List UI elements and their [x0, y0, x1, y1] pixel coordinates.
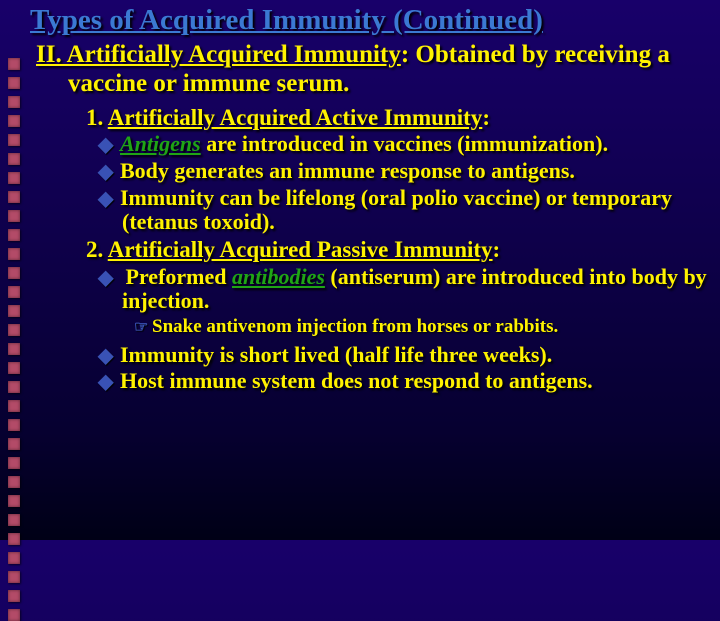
numbered-item-1: 1. Artificially Acquired Active Immunity…: [86, 105, 720, 131]
diamond-bullet-icon: ◆: [98, 345, 120, 367]
decorative-dot: [8, 571, 20, 583]
diamond-bullet-icon: ◆: [98, 267, 120, 289]
number-2-after: :: [493, 237, 501, 262]
numbered-item-2: 2. Artificially Acquired Passive Immunit…: [86, 237, 720, 263]
diamond-bullet-icon: ◆: [98, 188, 120, 210]
section-heading: II. Artificially Acquired Immunity: Obta…: [36, 41, 720, 99]
highlight-antigens: Antigens: [120, 131, 201, 156]
decorative-dot: [8, 210, 20, 222]
decorative-dot: [8, 96, 20, 108]
decorative-dot: [8, 419, 20, 431]
highlight-antibodies: antibodies: [232, 264, 325, 289]
bullet-host-no-response: ◆Host immune system does not respond to …: [98, 369, 720, 394]
sub-bullet-antivenom-text: Snake antivenom injection from horses or…: [152, 316, 558, 337]
decorative-dot: [8, 590, 20, 602]
number-2-label: 2.: [86, 237, 108, 262]
decorative-dot: [8, 381, 20, 393]
decorative-dot: [8, 286, 20, 298]
bullet-antigens-rest: are introduced in vaccines (immunization…: [201, 131, 608, 156]
decorative-dot: [8, 248, 20, 260]
decorative-dot: [8, 115, 20, 127]
decorative-dot: [8, 362, 20, 374]
bullet-body-response: ◆Body generates an immune response to an…: [98, 159, 720, 184]
bullet-lifelong: ◆Immunity can be lifelong (oral polio va…: [98, 186, 720, 235]
number-1-label: 1.: [86, 105, 108, 130]
bullet-short-lived-text: Immunity is short lived (half life three…: [120, 342, 552, 367]
decorative-dot: [8, 58, 20, 70]
slide-title: Types of Acquired Immunity (Continued): [30, 4, 720, 37]
decorative-dot: [8, 77, 20, 89]
decorative-dot: [8, 229, 20, 241]
bullet-short-lived: ◆Immunity is short lived (half life thre…: [98, 343, 720, 368]
decorative-dot: [8, 153, 20, 165]
decorative-dot: [8, 514, 20, 526]
bullet-body-response-text: Body generates an immune response to ant…: [120, 158, 575, 183]
number-2-underlined: Artificially Acquired Passive Immunity: [108, 237, 493, 262]
bullet-antibodies: ◆ Preformed antibodies (antiserum) are i…: [98, 265, 720, 314]
decorative-dot: [8, 609, 20, 621]
decorative-dot: [8, 172, 20, 184]
decorative-dot: [8, 552, 20, 564]
diamond-bullet-icon: ◆: [98, 371, 120, 393]
decorative-dot: [8, 134, 20, 146]
decorative-dot: [8, 457, 20, 469]
left-decorative-dots: [8, 58, 20, 621]
bullet-lifelong-text: Immunity can be lifelong (oral polio vac…: [120, 185, 672, 235]
slide-content: Types of Acquired Immunity (Continued) I…: [30, 4, 720, 396]
decorative-dot: [8, 343, 20, 355]
decorative-dot: [8, 324, 20, 336]
diamond-bullet-icon: ◆: [98, 134, 120, 156]
bullet-antigens: ◆Antigens are introduced in vaccines (im…: [98, 132, 720, 157]
decorative-dot: [8, 305, 20, 317]
decorative-dot: [8, 533, 20, 545]
number-1-underlined: Artificially Acquired Active Immunity: [108, 105, 483, 130]
pointer-bullet-icon: ☞: [134, 318, 152, 337]
bullet-antibodies-pre: Preformed: [120, 264, 232, 289]
decorative-dot: [8, 267, 20, 279]
number-1-after: :: [482, 105, 490, 130]
decorative-dot: [8, 438, 20, 450]
decorative-dot: [8, 476, 20, 488]
sub-bullet-antivenom: ☞Snake antivenom injection from horses o…: [134, 316, 720, 339]
decorative-dot: [8, 495, 20, 507]
decorative-dot: [8, 400, 20, 412]
bullet-host-no-response-text: Host immune system does not respond to a…: [120, 368, 593, 393]
section-heading-underlined: II. Artificially Acquired Immunity: [36, 41, 401, 68]
decorative-dot: [8, 191, 20, 203]
diamond-bullet-icon: ◆: [98, 161, 120, 183]
